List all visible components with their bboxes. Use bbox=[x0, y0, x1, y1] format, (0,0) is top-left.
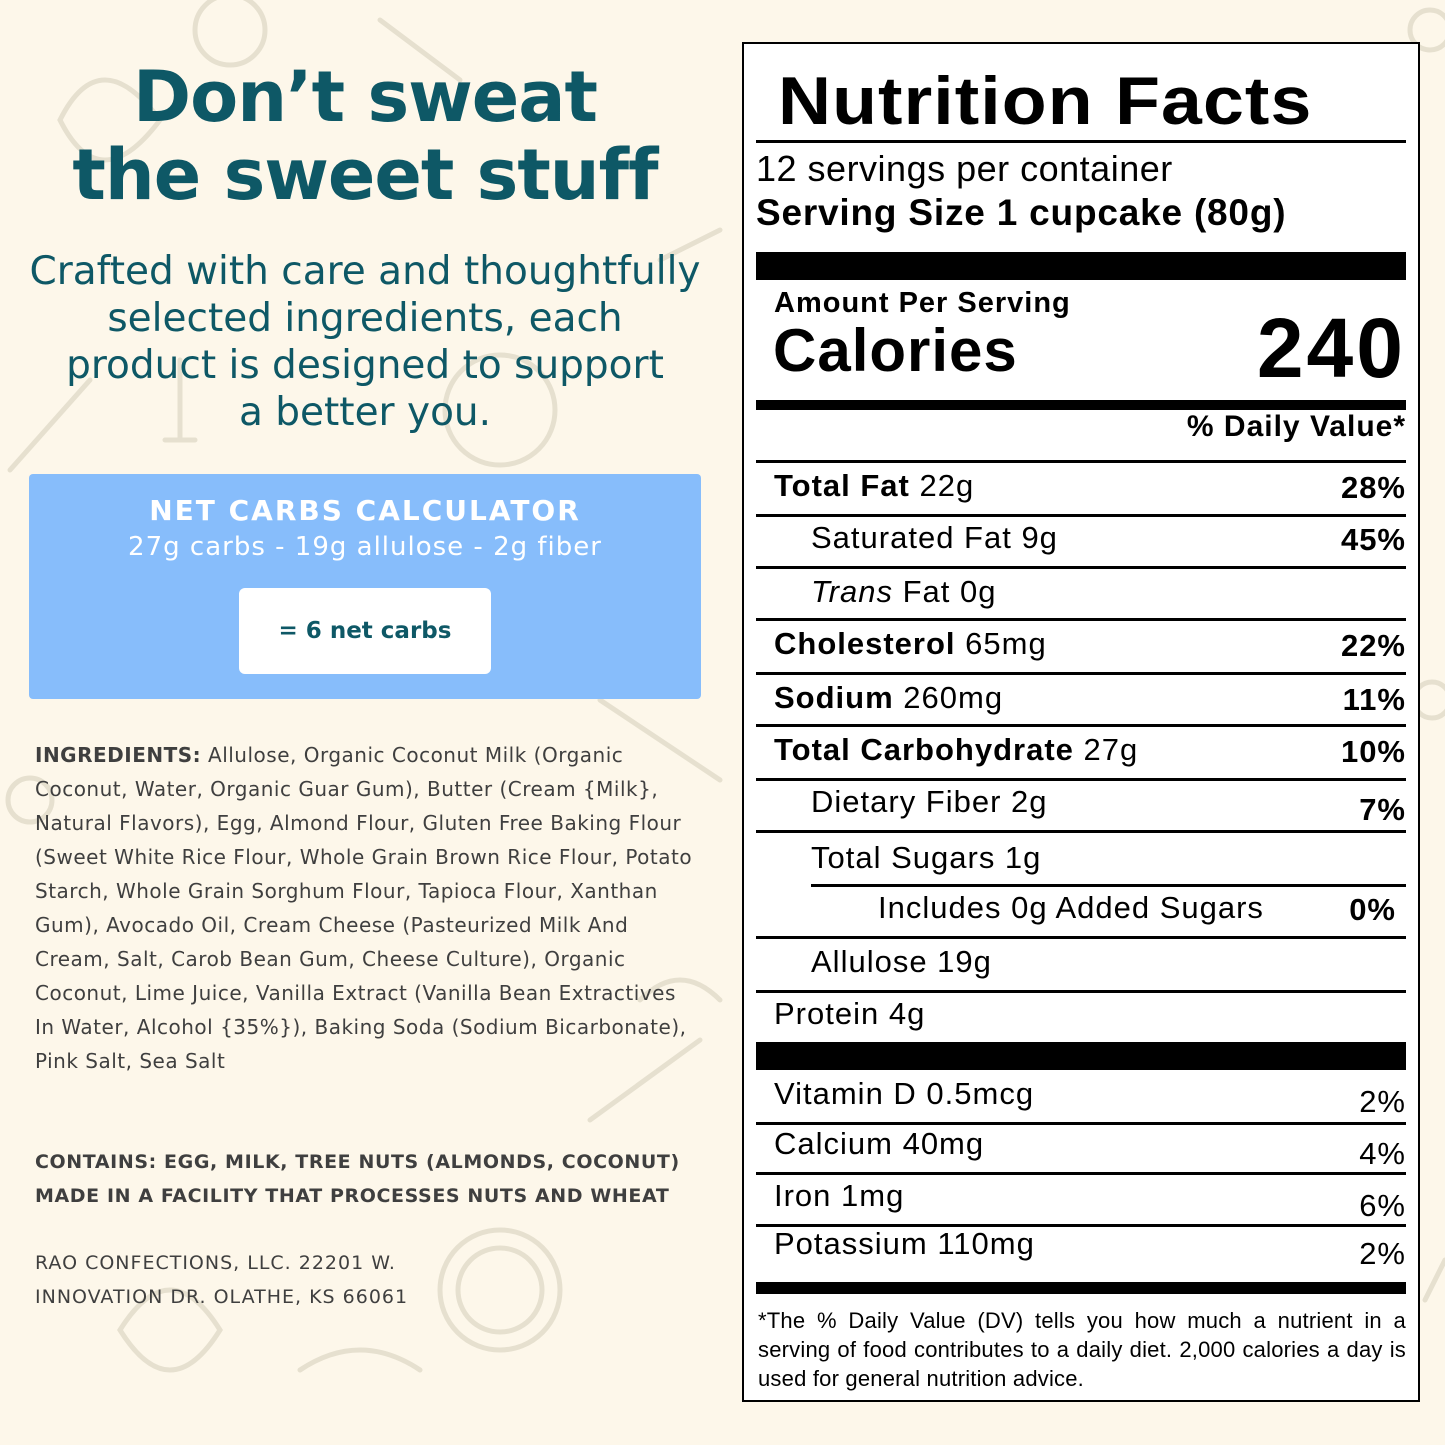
address-line-2: INNOVATION DR. OLATHE, KS 66061 bbox=[35, 1286, 409, 1308]
divider bbox=[756, 140, 1406, 143]
nutrient-name: Protein 4g bbox=[774, 996, 926, 1031]
net-carbs-result-badge: = 6 net carbs bbox=[239, 588, 491, 674]
serving-size: Serving Size 1 cupcake (80g) bbox=[756, 192, 1287, 233]
calories-value: 240 bbox=[1256, 301, 1406, 395]
nutrient-amount: 65mg bbox=[955, 626, 1047, 661]
ingredients-list: INGREDIENTS: Allulose, Organic Coconut M… bbox=[35, 738, 695, 1078]
divider bbox=[756, 1172, 1406, 1175]
nutrient-name: Saturated Fat 9g bbox=[811, 520, 1058, 555]
divider bbox=[756, 778, 1406, 781]
address-line-1: RAO CONFECTIONS, LLC. 22201 W. bbox=[35, 1252, 396, 1274]
divider bbox=[756, 830, 1406, 833]
nutrient-amount: 260mg bbox=[893, 680, 1004, 715]
divider bbox=[756, 1224, 1406, 1227]
divider bbox=[756, 724, 1406, 727]
calculator-formula: 27g carbs - 19g allulose - 2g fiber bbox=[128, 532, 602, 562]
daily-value: 7% bbox=[1359, 792, 1406, 827]
daily-value: 10% bbox=[1340, 734, 1406, 769]
daily-value-footnote: *The % Daily Value (DV) tells you how mu… bbox=[758, 1308, 1406, 1391]
daily-value: 2% bbox=[1359, 1236, 1406, 1271]
daily-value: 4% bbox=[1359, 1136, 1406, 1171]
amount-per-serving: Amount Per Serving bbox=[774, 287, 1071, 319]
daily-value-header: % Daily Value* bbox=[1186, 410, 1406, 443]
divider bbox=[756, 566, 1406, 569]
daily-value: 45% bbox=[1340, 522, 1406, 557]
thick-divider bbox=[756, 252, 1406, 280]
divider bbox=[756, 990, 1406, 993]
subhead-line-4: a better you. bbox=[238, 390, 492, 435]
nutrient-name: Iron 1mg bbox=[774, 1178, 905, 1213]
nutrient-name: Vitamin D 0.5mcg bbox=[774, 1076, 1035, 1111]
daily-value: 6% bbox=[1359, 1188, 1406, 1223]
nutrient-name: Total Carbohydrate bbox=[774, 732, 1074, 767]
calories-label: Calories bbox=[773, 317, 1018, 384]
divider bbox=[811, 884, 1406, 887]
nutrient-amount: 22g bbox=[909, 468, 975, 503]
subhead-line-3: product is designed to support bbox=[66, 343, 664, 388]
nutrient-name-italic: Trans bbox=[811, 574, 893, 609]
daily-value: 0% bbox=[1349, 892, 1396, 927]
headline-line-2: the sweet stuff bbox=[72, 134, 658, 216]
divider bbox=[756, 1122, 1406, 1125]
subhead-line-2: selected ingredients, each bbox=[107, 296, 623, 341]
divider bbox=[756, 460, 1406, 463]
daily-value: 11% bbox=[1342, 682, 1406, 717]
nutrient-name: Fat 0g bbox=[892, 574, 997, 609]
headline: Don’t sweat the sweet stuff bbox=[20, 58, 710, 214]
nutrition-facts-title: Nutrition Facts bbox=[778, 63, 1313, 139]
allergen-statement: CONTAINS: EGG, MILK, TREE NUTS (ALMONDS,… bbox=[35, 1145, 705, 1213]
daily-value: 28% bbox=[1340, 470, 1406, 505]
daily-value: 22% bbox=[1340, 628, 1406, 663]
subhead-line-1: Crafted with care and thoughtfully bbox=[29, 249, 701, 294]
headline-line-1: Don’t sweat bbox=[133, 56, 598, 138]
nutrient-name: Total Sugars 1g bbox=[811, 840, 1042, 875]
nutrition-facts-panel: Nutrition Facts 12 servings per containe… bbox=[742, 42, 1420, 1402]
nutrient-name: Sodium bbox=[774, 680, 894, 715]
nutrient-name: Cholesterol bbox=[774, 626, 956, 661]
manufacturer-address: RAO CONFECTIONS, LLC. 22201 W. INNOVATIO… bbox=[35, 1246, 455, 1314]
ingredients-label: INGREDIENTS: bbox=[35, 743, 202, 767]
nutrient-name: Calcium 40mg bbox=[774, 1126, 985, 1161]
facility-line: MADE IN A FACILITY THAT PROCESSES NUTS A… bbox=[35, 1185, 670, 1207]
nutrient-name: Allulose 19g bbox=[811, 944, 992, 979]
medium-divider bbox=[756, 1282, 1406, 1294]
divider bbox=[756, 618, 1406, 621]
subheadline: Crafted with care and thoughtfully selec… bbox=[0, 248, 730, 436]
nutrient-name: Total Fat bbox=[774, 468, 910, 503]
servings-per-container: 12 servings per container bbox=[756, 148, 1173, 189]
daily-value: 2% bbox=[1359, 1084, 1406, 1119]
contains-line: CONTAINS: EGG, MILK, TREE NUTS (ALMONDS,… bbox=[35, 1151, 680, 1173]
nutrient-amount: 27g bbox=[1073, 732, 1139, 767]
nutrient-name: Dietary Fiber 2g bbox=[811, 784, 1048, 819]
net-carbs-calculator: NET CARBS CALCULATOR 27g carbs - 19g all… bbox=[29, 474, 701, 699]
divider bbox=[756, 514, 1406, 517]
nutrient-name: Includes 0g Added Sugars bbox=[878, 890, 1264, 925]
ingredients-text: Allulose, Organic Coconut Milk (Organic … bbox=[35, 743, 693, 1073]
divider bbox=[756, 672, 1406, 675]
medium-divider bbox=[756, 400, 1406, 410]
divider bbox=[756, 936, 1406, 939]
calculator-title: NET CARBS CALCULATOR bbox=[149, 494, 581, 527]
thick-divider bbox=[756, 1042, 1406, 1070]
nutrient-name: Potassium 110mg bbox=[774, 1226, 1035, 1261]
